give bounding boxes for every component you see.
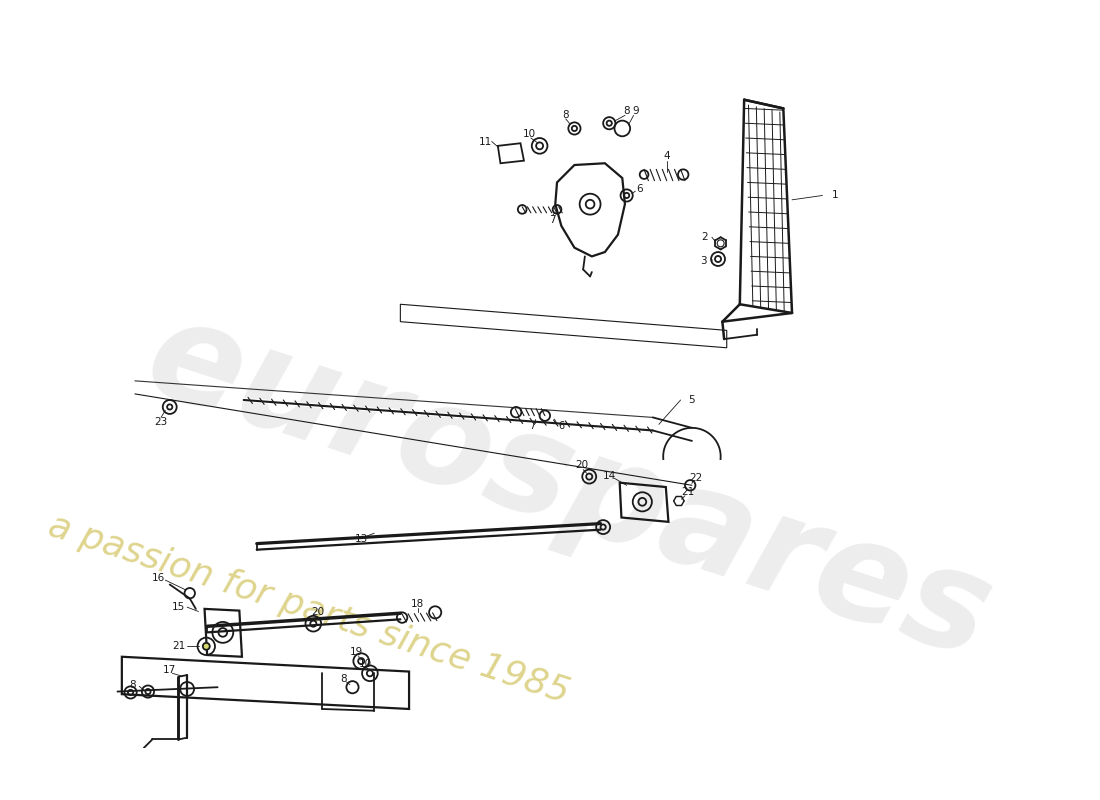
Text: 8: 8 [562, 110, 569, 119]
Text: 8: 8 [624, 106, 630, 116]
Text: 20: 20 [575, 460, 589, 470]
Text: a passion for parts since 1985: a passion for parts since 1985 [44, 508, 573, 710]
Circle shape [202, 643, 210, 650]
Text: 6: 6 [559, 421, 564, 431]
Text: 4: 4 [663, 151, 670, 162]
Text: 20: 20 [311, 607, 324, 618]
Text: 7: 7 [529, 421, 536, 431]
Text: 9: 9 [632, 106, 639, 116]
Text: 16: 16 [152, 573, 165, 582]
Text: 5: 5 [689, 395, 695, 405]
Text: 7: 7 [549, 215, 556, 225]
Text: 8: 8 [341, 674, 348, 683]
Text: 13: 13 [354, 534, 367, 544]
Text: 6: 6 [637, 184, 644, 194]
Text: 15: 15 [172, 602, 185, 612]
Text: 11: 11 [478, 137, 493, 146]
Text: 21: 21 [172, 642, 185, 651]
Text: 2: 2 [702, 232, 708, 242]
Text: 10: 10 [522, 129, 536, 138]
Text: eurospares: eurospares [131, 287, 1008, 687]
Text: 17: 17 [163, 665, 176, 675]
Text: 23: 23 [154, 417, 167, 426]
Text: 8: 8 [129, 680, 135, 690]
Text: 21: 21 [681, 487, 694, 498]
Text: 10: 10 [359, 658, 372, 669]
Text: 3: 3 [700, 256, 706, 266]
Text: 1: 1 [833, 190, 839, 201]
Text: 19: 19 [350, 646, 363, 657]
Text: 18: 18 [411, 598, 425, 609]
Text: 14: 14 [603, 470, 616, 481]
Text: 22: 22 [690, 474, 703, 483]
